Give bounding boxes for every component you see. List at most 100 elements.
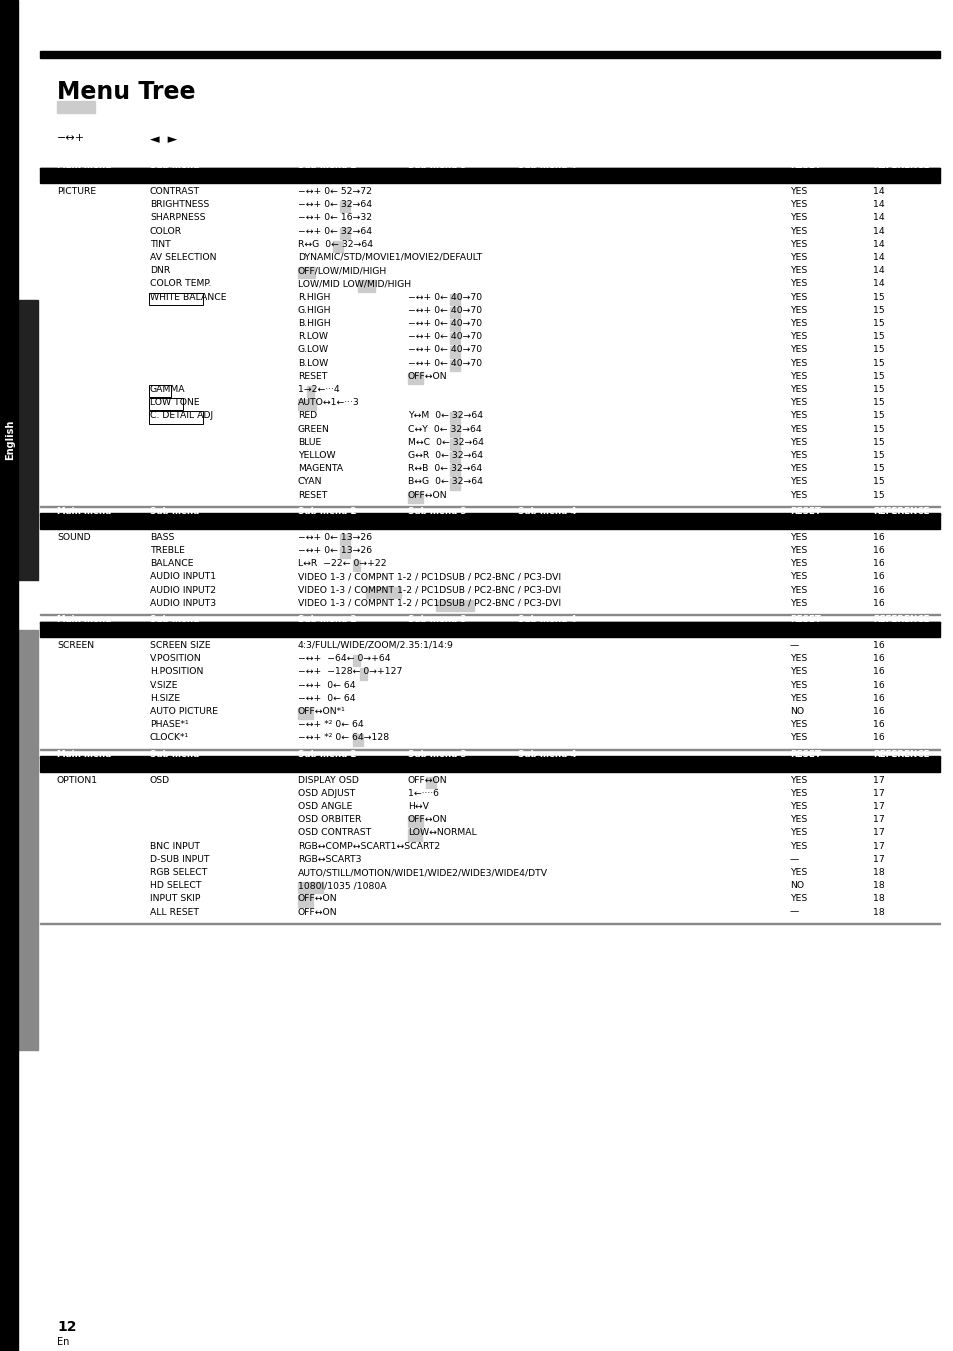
Bar <box>297 882 323 893</box>
Text: RESET: RESET <box>789 161 821 170</box>
Text: G.HIGH: G.HIGH <box>297 305 331 315</box>
Text: DYNAMIC/STD/MOVIE1/MOVIE2/DEFAULT: DYNAMIC/STD/MOVIE1/MOVIE2/DEFAULT <box>297 253 482 262</box>
Text: Sub menu 3: Sub menu 3 <box>408 750 466 759</box>
Text: YES: YES <box>789 585 806 594</box>
Text: Main menu: Main menu <box>57 750 112 759</box>
Text: 15: 15 <box>872 424 883 434</box>
Text: NO: NO <box>789 707 803 716</box>
Text: REFERENCE: REFERENCE <box>872 750 928 759</box>
Bar <box>297 896 313 907</box>
Text: −↔+ 0← 40→70: −↔+ 0← 40→70 <box>408 358 481 367</box>
Bar <box>450 293 459 305</box>
Text: 17: 17 <box>872 775 883 785</box>
Text: COLOR TEMP.: COLOR TEMP. <box>150 280 212 288</box>
Text: Sub menu 3: Sub menu 3 <box>408 507 466 516</box>
Bar <box>149 399 183 411</box>
Text: English: English <box>5 420 15 461</box>
Bar <box>450 346 459 358</box>
Text: AUDIO INPUT3: AUDIO INPUT3 <box>150 598 216 608</box>
Text: —: — <box>789 908 799 916</box>
Text: 18: 18 <box>872 867 883 877</box>
Bar <box>450 439 459 450</box>
Text: DNR: DNR <box>150 266 170 276</box>
Text: OFF/LOW/MID/HIGH: OFF/LOW/MID/HIGH <box>297 266 387 276</box>
Text: Sub menu: Sub menu <box>150 615 199 624</box>
Bar <box>40 168 939 169</box>
Text: 16: 16 <box>872 598 883 608</box>
Text: YES: YES <box>789 239 806 249</box>
Text: YES: YES <box>789 559 806 569</box>
Text: Sub menu 3: Sub menu 3 <box>408 161 466 170</box>
Text: 15: 15 <box>872 293 883 301</box>
Bar <box>149 293 202 305</box>
Text: 15: 15 <box>872 385 883 394</box>
Text: COLOR: COLOR <box>150 227 182 235</box>
Text: 15: 15 <box>872 305 883 315</box>
Text: −↔+ *² 0← 64: −↔+ *² 0← 64 <box>297 720 363 730</box>
Text: V.POSITION: V.POSITION <box>150 654 201 663</box>
Text: 14: 14 <box>872 227 883 235</box>
Text: YES: YES <box>789 720 806 730</box>
Text: BALANCE: BALANCE <box>150 559 193 569</box>
Text: Main menu: Main menu <box>57 161 112 170</box>
Text: −↔+ 0← 13→26: −↔+ 0← 13→26 <box>297 532 372 542</box>
Text: YES: YES <box>789 598 806 608</box>
Text: BASS: BASS <box>150 532 174 542</box>
Bar <box>297 708 313 719</box>
Text: 15: 15 <box>872 451 883 459</box>
Text: AUTO PICTURE: AUTO PICTURE <box>150 707 218 716</box>
Text: V.SIZE: V.SIZE <box>150 681 178 689</box>
Text: OFF↔ON: OFF↔ON <box>408 815 447 824</box>
Text: OSD (On Screen Display) Controls: OSD (On Screen Display) Controls <box>6 767 14 913</box>
Text: −↔+ 0← 40→70: −↔+ 0← 40→70 <box>408 346 481 354</box>
Text: 16: 16 <box>872 654 883 663</box>
Text: OFF↔ON: OFF↔ON <box>297 894 337 904</box>
Text: VIDEO 1-3 / COMPNT 1-2 / PC1DSUB / PC2-BNC / PC3-DVI: VIDEO 1-3 / COMPNT 1-2 / PC1DSUB / PC2-B… <box>297 573 560 581</box>
Text: YES: YES <box>789 332 806 342</box>
Text: YES: YES <box>789 451 806 459</box>
Text: −↔+ 0← 16→32: −↔+ 0← 16→32 <box>297 213 372 223</box>
Text: 17: 17 <box>872 842 883 851</box>
Text: −↔+ 0← 32→64: −↔+ 0← 32→64 <box>297 200 372 209</box>
Bar <box>149 412 202 424</box>
Text: Sub menu 2: Sub menu 2 <box>297 615 356 624</box>
Text: YES: YES <box>789 894 806 904</box>
Bar <box>297 399 315 411</box>
Text: YES: YES <box>789 293 806 301</box>
Text: BRIGHTNESS: BRIGHTNESS <box>150 200 209 209</box>
Text: OSD ORBITER: OSD ORBITER <box>297 815 361 824</box>
Bar <box>40 621 939 638</box>
Bar <box>57 101 95 113</box>
Text: −↔+ 0← 13→26: −↔+ 0← 13→26 <box>297 546 372 555</box>
Text: LOW/MID LOW/MID/HIGH: LOW/MID LOW/MID/HIGH <box>297 280 411 288</box>
Text: —: — <box>789 640 799 650</box>
Text: YES: YES <box>789 789 806 798</box>
Text: 18: 18 <box>872 881 883 890</box>
Text: 18: 18 <box>872 908 883 916</box>
Text: YES: YES <box>789 842 806 851</box>
Text: HD SELECT: HD SELECT <box>150 881 201 890</box>
Text: OFF↔ON: OFF↔ON <box>408 775 447 785</box>
Bar <box>450 359 459 370</box>
Bar <box>408 373 422 384</box>
Bar <box>40 757 939 771</box>
Text: RESET: RESET <box>297 490 327 500</box>
Text: YES: YES <box>789 802 806 811</box>
Text: YES: YES <box>789 532 806 542</box>
Text: OSD ANGLE: OSD ANGLE <box>297 802 352 811</box>
Text: Main menu: Main menu <box>57 615 112 624</box>
Text: −↔+  −128← 0→+127: −↔+ −128← 0→+127 <box>297 667 402 677</box>
Text: −↔+ 0← 40→70: −↔+ 0← 40→70 <box>408 332 481 342</box>
Text: YES: YES <box>789 266 806 276</box>
Text: YES: YES <box>789 477 806 486</box>
Text: YES: YES <box>789 358 806 367</box>
Text: INPUT SKIP: INPUT SKIP <box>150 894 200 904</box>
Bar <box>40 513 939 515</box>
Text: Sub menu 4: Sub menu 4 <box>517 161 576 170</box>
Text: 14: 14 <box>872 266 883 276</box>
Bar <box>57 143 95 155</box>
Text: 17: 17 <box>872 855 883 863</box>
Text: −↔+ *² 0← 64→128: −↔+ *² 0← 64→128 <box>297 734 389 743</box>
Bar <box>450 307 459 317</box>
Text: PICTURE: PICTURE <box>57 186 96 196</box>
